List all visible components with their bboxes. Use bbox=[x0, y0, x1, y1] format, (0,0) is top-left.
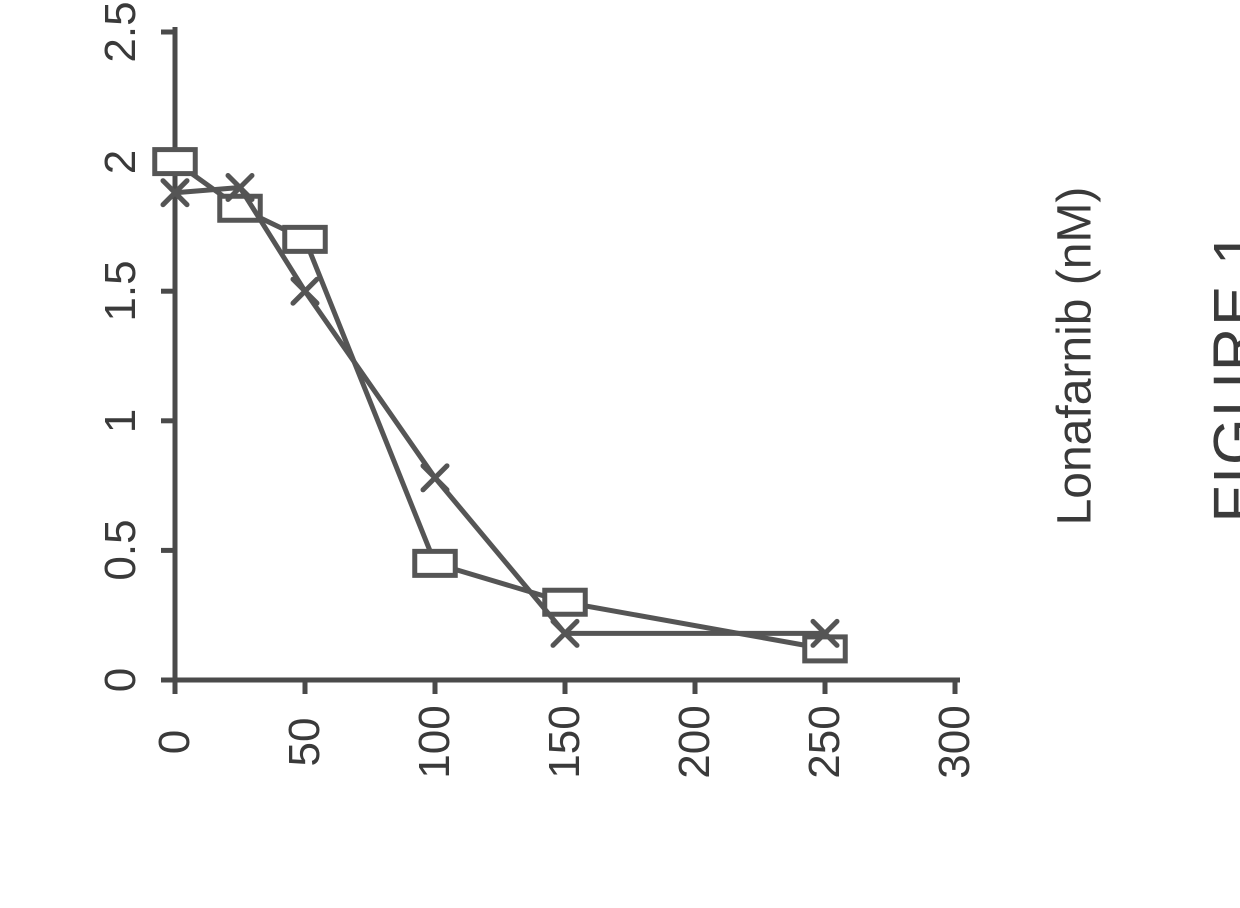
y-tick-label: 2.5 bbox=[96, 1, 146, 62]
x-tick-label: 250 bbox=[800, 705, 850, 778]
x-tick-label: 150 bbox=[540, 705, 590, 778]
x-tick-label: 50 bbox=[280, 718, 330, 767]
figure-caption: FIGURE 1 bbox=[1201, 230, 1240, 523]
x-tick-label: 0 bbox=[150, 730, 200, 754]
x-tick-label: 200 bbox=[670, 705, 720, 778]
x-tick-label: 100 bbox=[410, 705, 460, 778]
series-x-line bbox=[175, 188, 825, 634]
y-tick-label: 0.5 bbox=[96, 520, 146, 581]
series-square-marker bbox=[285, 227, 326, 251]
y-tick-label: 0 bbox=[96, 668, 146, 692]
y-tick-label: 1 bbox=[96, 409, 146, 433]
y-tick-label: 1.5 bbox=[96, 261, 146, 322]
series-square-marker bbox=[805, 637, 846, 661]
y-tick-label: 2 bbox=[96, 149, 146, 173]
series-square-marker bbox=[545, 590, 586, 614]
series-square-marker bbox=[415, 551, 456, 575]
series-x-marker bbox=[423, 466, 447, 490]
figure-container: Lonafarnib (nM) FIGURE 1 0 0.5 1 1.5 2 2.5 0 50… bbox=[0, 0, 1240, 908]
x-axis-label: Lonafarnib (nM) bbox=[1048, 187, 1103, 526]
series-x-marker bbox=[293, 279, 317, 303]
series-square-marker bbox=[155, 150, 196, 174]
x-tick-label: 300 bbox=[930, 705, 980, 778]
